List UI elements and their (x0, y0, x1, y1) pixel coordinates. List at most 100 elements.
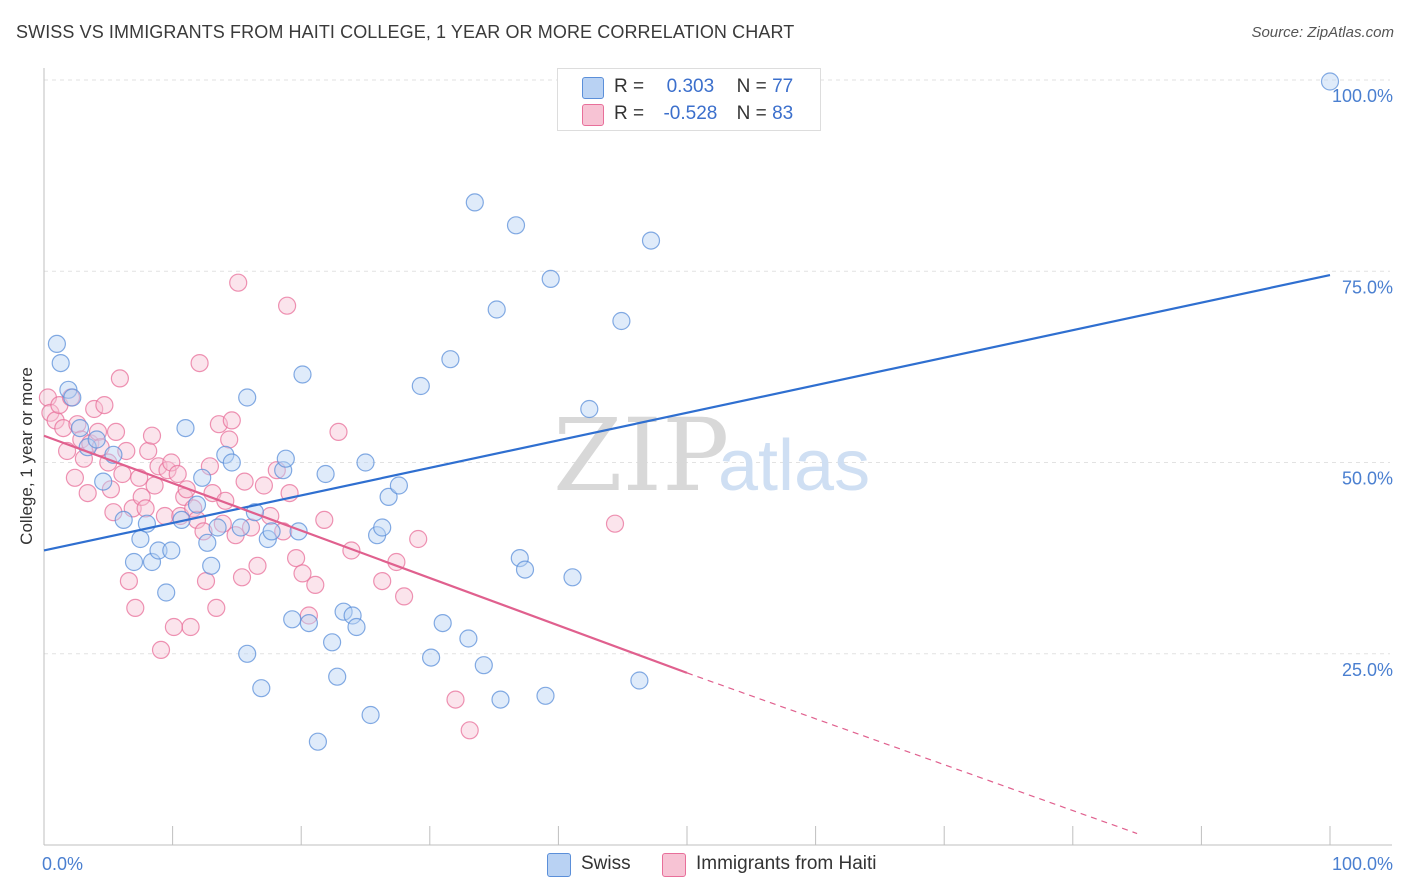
swiss-legend-label: Swiss (581, 853, 631, 874)
swiss-point (131, 529, 150, 549)
swiss-point (63, 388, 82, 407)
y-tick-label: 75.0% (1342, 277, 1393, 297)
swiss-point (316, 464, 335, 484)
haiti-point (190, 354, 209, 373)
y-axis-label: College, 1 year or more (17, 367, 36, 545)
haiti-point (306, 575, 325, 595)
swiss-legend-swatch (547, 853, 571, 877)
swiss-point (630, 671, 649, 690)
haiti-point (46, 411, 65, 430)
haiti-point (181, 617, 200, 637)
haiti-point (248, 556, 267, 575)
x-tick-labels: 0.0% 100.0% (42, 854, 1393, 874)
x-tick-label: 0.0% (42, 854, 83, 874)
haiti-point (605, 514, 625, 533)
swiss-point (283, 610, 302, 629)
swiss-point (379, 487, 398, 506)
swiss-point (208, 518, 227, 537)
chart-title: SWISS VS IMMIGRANTS FROM HAITI COLLEGE, … (16, 22, 795, 42)
swiss-point (274, 461, 293, 480)
swiss-swatch (582, 77, 604, 99)
haiti-point (373, 571, 392, 591)
haiti-points (38, 273, 625, 740)
haiti-point (232, 568, 252, 587)
swiss-point (563, 568, 582, 587)
swiss-point (162, 541, 181, 560)
haiti-point (119, 571, 138, 591)
swiss-point (510, 548, 529, 568)
swiss-point (308, 732, 327, 751)
haiti-point (287, 548, 306, 568)
swiss-point (70, 419, 90, 438)
swiss-point (293, 365, 312, 384)
haiti-point (162, 453, 181, 472)
haiti-legend-label: Immigrants from Haiti (696, 853, 877, 874)
swiss-point (487, 300, 506, 319)
haiti-point (142, 426, 162, 445)
swiss-point (491, 690, 510, 709)
swiss-point (373, 518, 392, 537)
y-tick-label: 25.0% (1342, 660, 1393, 680)
haiti-point (329, 422, 348, 441)
watermark: ZIP atlas (553, 397, 870, 514)
stats-legend: R = 0.303 N = 77 R = -0.528 N = 83 (557, 68, 821, 131)
swiss-point (433, 613, 452, 633)
haiti-point (460, 721, 479, 740)
grid-lines (44, 79, 1390, 655)
swiss-point (389, 476, 408, 495)
swiss-point (347, 617, 366, 637)
swiss-point (506, 216, 526, 235)
swiss-point (202, 556, 221, 575)
haiti-point (229, 273, 248, 292)
x-tick-label: 100.0% (1332, 854, 1393, 874)
swiss-point (441, 350, 460, 369)
swiss-point (276, 449, 295, 468)
y-tick-label: 100.0% (1332, 86, 1393, 106)
haiti-point (241, 518, 261, 537)
swiss-point (612, 311, 631, 331)
swiss-point (157, 583, 176, 602)
source-label: Source: ZipAtlas.com (1251, 24, 1394, 41)
swiss-point (323, 633, 342, 652)
swiss-point (47, 334, 67, 353)
haiti-point (139, 441, 158, 461)
swiss-point (411, 376, 430, 396)
swiss-point (198, 533, 217, 552)
haiti-point (78, 484, 97, 503)
haiti-point (409, 529, 428, 549)
swiss-r-label: R = (614, 76, 645, 97)
haiti-point (110, 369, 130, 388)
haiti-point (254, 476, 273, 495)
haiti-point (315, 510, 334, 530)
y-tick-label: 50.0% (1342, 469, 1393, 489)
trend-lines (43, 273, 1331, 835)
swiss-n-label: N = (736, 76, 767, 97)
swiss-point (541, 269, 560, 288)
swiss-point (252, 679, 271, 698)
haiti-trend-line (43, 434, 688, 674)
swiss-point (222, 453, 241, 472)
haiti-point (278, 296, 297, 315)
haiti-point (95, 396, 114, 415)
swiss-point (245, 503, 264, 522)
axes (43, 68, 1392, 846)
swiss-point (193, 468, 212, 487)
watermark-atlas: atlas (718, 426, 870, 506)
haiti-point (155, 506, 174, 526)
haiti-r-label: R = (614, 103, 645, 124)
haiti-point (293, 564, 312, 583)
haiti-point (151, 640, 171, 660)
swiss-points (47, 72, 1340, 751)
haiti-point (168, 464, 187, 484)
swiss-point (87, 430, 106, 449)
swiss-point (515, 560, 535, 579)
haiti-point (395, 587, 414, 606)
haiti-point (136, 499, 155, 518)
haiti-point (101, 480, 121, 499)
haiti-point (106, 422, 126, 441)
haiti-r-value: -0.528 (663, 103, 718, 124)
swiss-point (465, 193, 484, 212)
swiss-point (299, 613, 318, 633)
swiss-point (580, 399, 599, 419)
haiti-point (164, 617, 183, 637)
